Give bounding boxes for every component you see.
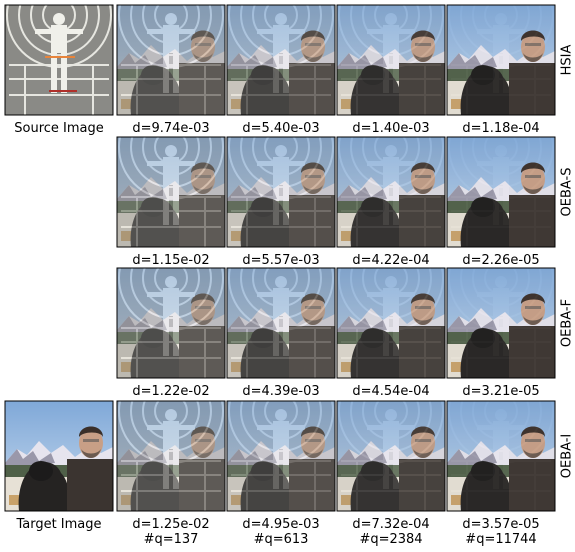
method-label: HSIA — [560, 45, 575, 76]
perturbation — [227, 0, 335, 115]
image — [117, 359, 225, 511]
perturbation — [117, 0, 225, 115]
image — [117, 0, 225, 115]
perturbation — [337, 0, 445, 115]
distance-caption: d=4.22e-04 — [352, 253, 429, 268]
image — [117, 95, 225, 247]
distance-caption: d=1.18e-04 — [462, 121, 539, 136]
distance-caption: d=3.57e-05 — [462, 517, 539, 532]
method-label: OEBA-I — [560, 434, 575, 479]
image — [337, 226, 445, 378]
distance-caption: d=4.39e-03 — [242, 384, 319, 399]
image — [337, 359, 445, 511]
distance-caption: d=7.32e-04 — [352, 517, 429, 532]
perturbation — [227, 359, 335, 511]
distance-caption: d=1.25e-02 — [132, 517, 209, 532]
image — [117, 226, 225, 378]
perturbation — [337, 226, 445, 378]
image — [5, 401, 113, 511]
query-caption: #q=137 — [144, 532, 199, 547]
image — [447, 359, 555, 511]
perturbation — [227, 95, 335, 247]
distance-caption: d=4.54e-04 — [352, 384, 429, 399]
target-caption: Target Image — [15, 517, 101, 532]
distance-caption: d=3.21e-05 — [462, 384, 539, 399]
perturbation — [447, 359, 555, 511]
perturbation — [337, 359, 445, 511]
perturbation — [117, 226, 225, 378]
scene — [5, 401, 113, 511]
image — [447, 226, 555, 378]
perturbation — [447, 226, 555, 378]
method-label: OEBA-S — [560, 168, 575, 217]
method-label: OEBA-F — [560, 299, 575, 347]
distance-caption: d=5.40e-03 — [242, 121, 319, 136]
distance-caption: d=1.40e-03 — [352, 121, 429, 136]
image — [337, 95, 445, 247]
image — [227, 95, 335, 247]
figure: d=9.74e-03 d=5.40e-03 d=1.40e-03 d=1.18e-04… — [0, 0, 575, 548]
distance-caption: d=4.95e-03 — [242, 517, 319, 532]
perturbation — [337, 95, 445, 247]
query-caption: #q=11744 — [465, 532, 536, 547]
image — [227, 0, 335, 115]
image — [337, 0, 445, 115]
distance-caption: d=1.15e-02 — [132, 253, 209, 268]
image — [227, 226, 335, 378]
perturbation — [117, 95, 225, 247]
image — [5, 0, 113, 115]
source-caption: Source Image — [14, 121, 104, 136]
perturbation — [447, 95, 555, 247]
query-caption: #q=2384 — [359, 532, 422, 547]
distance-caption: d=2.26e-05 — [462, 253, 539, 268]
image — [227, 359, 335, 511]
image — [447, 0, 555, 115]
perturbation — [447, 0, 555, 115]
distance-caption: d=9.74e-03 — [132, 121, 209, 136]
perturbation — [117, 359, 225, 511]
distance-caption: d=5.57e-03 — [242, 253, 319, 268]
image — [447, 95, 555, 247]
query-caption: #q=613 — [254, 532, 309, 547]
distance-caption: d=1.22e-02 — [132, 384, 209, 399]
perturbation — [227, 226, 335, 378]
